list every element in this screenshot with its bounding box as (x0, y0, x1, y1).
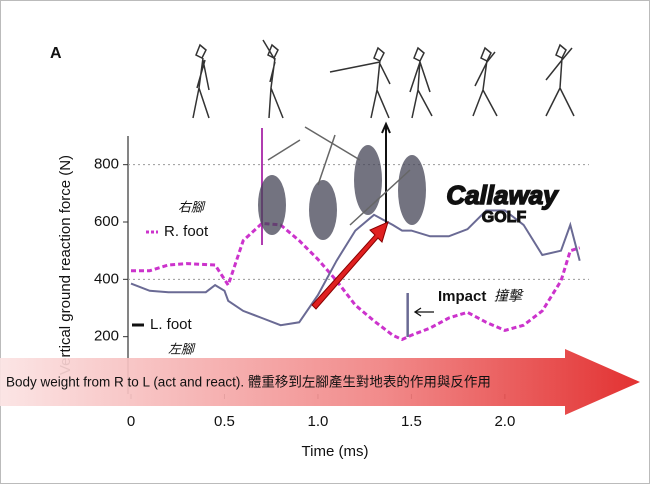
legend-label: R. foot (164, 223, 209, 240)
banner-text: Body weight from R to L (act and react).… (6, 374, 491, 390)
y-tick-label: 400 (94, 270, 119, 287)
logo: Callaway GOLF (446, 179, 560, 227)
annotation: 撞擊 (494, 288, 524, 304)
annotation: Impact (438, 288, 486, 305)
legend-label: L. foot (150, 316, 193, 333)
x-tick-label: 0 (127, 413, 135, 430)
y-axis-title: Vertical ground reaction force (N) (57, 155, 74, 375)
x-axis-title: Time (ms) (302, 443, 369, 460)
golfer-photos (258, 126, 426, 240)
panel-label: A (50, 45, 62, 62)
banner-arrow (0, 349, 640, 415)
logo-text: Callaway (446, 180, 559, 210)
x-tick-label: 1.5 (401, 413, 422, 430)
x-tick-label: 1.0 (308, 413, 329, 430)
y-tick-label: 800 (94, 156, 119, 173)
x-tick-label: 2.0 (494, 413, 515, 430)
y-tick-label: 200 (94, 328, 119, 345)
red-arrow (311, 221, 389, 310)
marker-arrow (381, 121, 391, 225)
logo-text: GOLF (482, 209, 527, 226)
impact-arrow (413, 307, 434, 317)
x-tick-label: 0.5 (214, 413, 235, 430)
annotation: 左腳 (168, 341, 196, 356)
annotation: 右腳 (178, 199, 206, 214)
y-tick-label: 600 (94, 213, 119, 230)
series-line (130, 209, 581, 327)
stick-figures (192, 39, 575, 119)
